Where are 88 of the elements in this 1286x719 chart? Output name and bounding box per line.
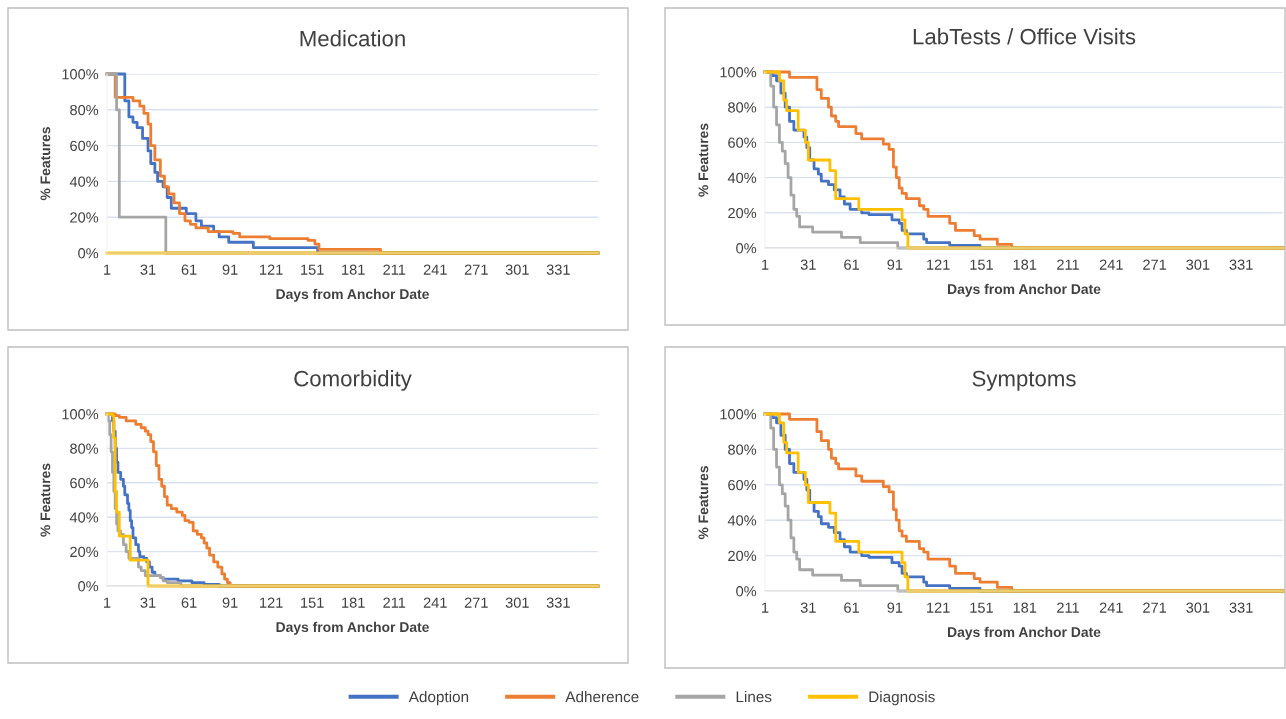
x-tick-label: 91 [887,602,903,613]
legend-label: Adoption [408,691,469,706]
x-tick-label: 151 [970,259,993,270]
y-tick-label: 20% [728,550,757,562]
x-tick-label: 271 [464,264,488,275]
y-tick-label: 60% [728,479,757,491]
x-tick-label: 331 [546,264,570,275]
x-tick-label: 181 [342,597,365,608]
x-tick-label: 91 [222,597,238,608]
y-tick-label: 40% [69,176,99,187]
y-tick-label: 0% [736,243,757,254]
chart-title: LabTests / Office Visits [913,28,1136,45]
y-tick-label: 40% [727,172,757,184]
x-tick-label: 301 [505,264,529,275]
y-tick-label: 80% [70,443,99,454]
y-tick-label: 80% [728,444,757,455]
x-tick-label: 301 [1186,602,1210,613]
x-axis-title: Days from Anchor Date [948,626,1101,640]
x-tick-label: 211 [383,597,406,608]
x-tick-label: 1 [104,264,111,275]
y-tick-label: 60% [70,477,99,489]
legend-label: Diagnosis [869,691,935,706]
chart-title: Medication [300,30,405,47]
x-tick-label: 1 [762,259,769,270]
x-axis-title: Days from Anchor Date [276,288,429,302]
x-axis-title: Days from Anchor Date [276,621,429,635]
y-tick-label: 40% [727,515,757,526]
y-tick-label: 60% [70,140,99,152]
y-tick-label: 0% [78,248,99,259]
x-tick-label: 1 [104,597,111,608]
x-tick-label: 151 [970,602,993,613]
x-tick-label: 211 [383,264,406,275]
y-tick-label: 20% [70,212,99,223]
x-tick-label: 181 [1013,602,1037,613]
x-tick-label: 31 [800,259,816,270]
x-tick-label: 301 [505,597,529,608]
y-tick-label: 40% [69,512,99,523]
x-tick-label: 121 [260,264,283,275]
x-tick-label: 181 [1013,259,1037,270]
x-tick-label: 31 [140,264,156,275]
x-tick-label: 91 [222,264,238,275]
y-tick-label: 100% [720,409,757,420]
x-tick-label: 61 [181,264,197,275]
x-tick-label: 91 [887,259,903,270]
x-tick-label: 271 [1143,602,1167,613]
x-tick-label: 211 [1057,602,1079,613]
x-tick-label: 331 [1229,602,1253,613]
x-tick-label: 181 [342,264,365,275]
x-tick-label: 271 [1143,259,1167,270]
y-axis-title: % Features [40,127,51,201]
x-tick-label: 241 [1099,259,1123,270]
y-tick-label: 0% [736,586,757,597]
y-tick-label: 0% [78,581,99,592]
y-axis-title: % Features [40,463,51,537]
chart-title: Symptoms [972,370,1076,391]
y-tick-label: 80% [728,102,757,113]
x-tick-label: 61 [844,602,859,613]
y-tick-label: 60% [728,137,757,148]
x-tick-label: 151 [301,264,324,275]
x-tick-label: 241 [423,597,447,608]
x-tick-label: 121 [260,597,283,608]
x-tick-label: 1 [762,602,769,613]
x-tick-label: 331 [1229,259,1253,270]
y-tick-label: 20% [70,546,99,558]
y-axis-title: % Features [698,466,709,540]
y-tick-label: 100% [62,69,99,80]
x-tick-label: 211 [1057,259,1079,270]
x-tick-label: 121 [927,259,950,270]
x-tick-label: 151 [301,597,324,608]
x-tick-label: 61 [844,259,859,270]
chart-title: Comorbidity [294,370,412,391]
x-tick-label: 61 [181,597,197,608]
x-tick-label: 121 [927,602,950,613]
x-tick-label: 331 [546,597,570,608]
y-tick-label: 80% [70,104,99,116]
x-tick-label: 241 [1099,602,1123,613]
x-tick-label: 31 [800,602,816,613]
y-tick-label: 20% [728,207,757,219]
x-tick-label: 271 [464,597,488,608]
legend-label: Lines [736,691,772,703]
legend-label: Adherence [565,691,639,703]
y-tick-label: 100% [62,409,99,420]
x-axis-title: Days from Anchor Date [948,283,1101,297]
y-axis-title: % Features [698,123,709,197]
y-tick-label: 100% [720,67,757,78]
x-tick-label: 31 [140,597,156,608]
x-tick-label: 241 [423,264,447,275]
x-tick-label: 301 [1186,259,1210,270]
